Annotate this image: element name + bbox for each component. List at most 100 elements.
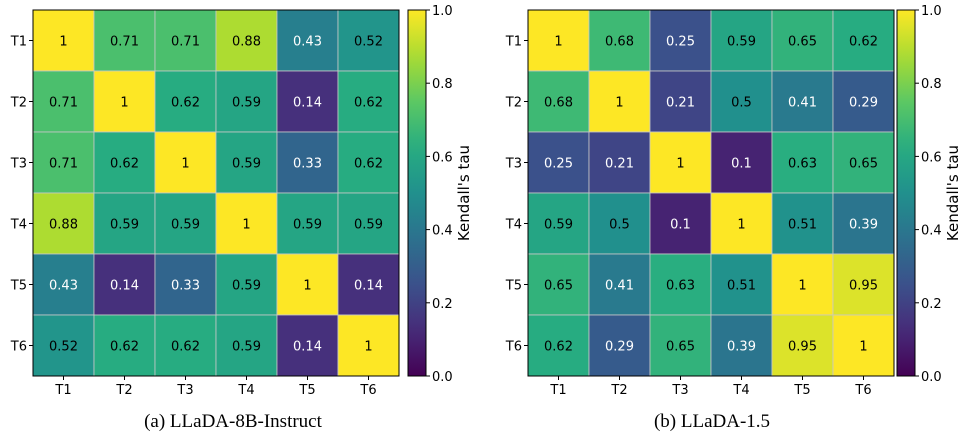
cell-value-label: 0.68 — [544, 96, 573, 111]
y-tick-label: T1 — [505, 35, 522, 50]
cell-value-label: 0.5 — [731, 96, 752, 111]
x-tick-label: T3 — [176, 383, 193, 398]
cell-value-label: 0.65 — [544, 279, 573, 294]
heatmap-cell-r1-c6 — [832, 9, 895, 72]
cell-value-label: 0.59 — [110, 218, 139, 233]
cell-value-label: 0.29 — [605, 340, 634, 355]
y-tick-label: T2 — [10, 96, 27, 111]
heatmap-cell-r6-c1 — [32, 314, 95, 377]
colorbar-tick-label: 0.0 — [432, 370, 453, 385]
cell-value-label: 1 — [181, 157, 189, 172]
cell-value-label: 1 — [554, 35, 562, 50]
cell-value-label: 0.39 — [727, 340, 756, 355]
heatmap-cell-r5-c5 — [276, 253, 339, 316]
y-tick-label: T2 — [505, 96, 522, 111]
cell-value-label: 0.59 — [544, 218, 573, 233]
cell-value-label: 0.59 — [232, 96, 261, 111]
cell-value-label: 1 — [59, 35, 67, 50]
heatmap-cell-r4-c5 — [276, 192, 339, 255]
heatmap-cell-r5-c4 — [710, 253, 773, 316]
cell-value-label: 0.33 — [171, 279, 200, 294]
cell-value-label: 0.59 — [171, 218, 200, 233]
heatmap-cell-r3-c5 — [771, 131, 834, 194]
heatmap-cell-r5-c4 — [215, 253, 278, 316]
heatmap-cell-r2-c4 — [215, 70, 278, 133]
heatmap-cell-r3-c2 — [588, 131, 651, 194]
heatmap-cell-r3-c1 — [32, 131, 95, 194]
cell-value-label: 0.59 — [232, 279, 261, 294]
cell-value-label: 1 — [242, 218, 250, 233]
cell-value-label: 1 — [798, 279, 806, 294]
cell-value-label: 0.62 — [849, 35, 878, 50]
x-tick-label: T5 — [793, 383, 810, 398]
heatmap-cell-r3-c1 — [527, 131, 590, 194]
cell-value-label: 1 — [737, 218, 745, 233]
x-tick-label: T3 — [671, 383, 688, 398]
heatmap-cell-r1-c1 — [32, 9, 95, 72]
cell-value-label: 0.62 — [354, 157, 383, 172]
cell-value-label: 1 — [364, 340, 372, 355]
colorbar-label: Kendall's tau — [455, 145, 473, 241]
heatmap-cell-r4-c1 — [32, 192, 95, 255]
heatmap-cell-r4-c2 — [93, 192, 156, 255]
cell-value-label: 0.62 — [171, 96, 200, 111]
cell-value-label: 0.29 — [849, 96, 878, 111]
heatmap-cell-r5-c1 — [527, 253, 590, 316]
x-tick-label: T2 — [115, 383, 132, 398]
cell-value-label: 0.59 — [232, 340, 261, 355]
cell-value-label: 0.62 — [171, 340, 200, 355]
cell-value-label: 0.62 — [354, 96, 383, 111]
cell-value-label: 0.95 — [788, 340, 817, 355]
heatmap-cell-r6-c5 — [771, 314, 834, 377]
colorbar-tick-label: 1.0 — [921, 4, 942, 19]
cell-value-label: 0.62 — [110, 340, 139, 355]
cell-value-label: 0.65 — [849, 157, 878, 172]
heatmap-cell-r4-c6 — [832, 192, 895, 255]
x-tick-label: T2 — [610, 383, 627, 398]
heatmap-cell-r4-c2 — [588, 192, 651, 255]
cell-value-label: 0.65 — [788, 35, 817, 50]
heatmap-cell-r3-c6 — [337, 131, 400, 194]
heatmap-cell-r6-c5 — [276, 314, 339, 377]
cell-value-label: 0.43 — [293, 35, 322, 50]
heatmap-cell-r1-c4 — [710, 9, 773, 72]
heatmap-cell-r4-c3 — [154, 192, 217, 255]
cell-value-label: 0.51 — [788, 218, 817, 233]
heatmap-cell-r4-c1 — [527, 192, 590, 255]
colorbar-tick-label: 0.4 — [921, 224, 942, 239]
cell-value-label: 0.88 — [49, 218, 78, 233]
x-tick-label: T6 — [359, 383, 376, 398]
x-tick-label: T1 — [54, 383, 71, 398]
heatmap-cell-r2-c2 — [588, 70, 651, 133]
cell-value-label: 0.51 — [727, 279, 756, 294]
cell-value-label: 0.33 — [293, 157, 322, 172]
cell-value-label: 0.41 — [788, 96, 817, 111]
cell-value-label: 0.62 — [110, 157, 139, 172]
y-tick-label: T4 — [10, 218, 27, 233]
heatmap-cell-r1-c2 — [93, 9, 156, 72]
cell-value-label: 0.39 — [849, 218, 878, 233]
colorbar-tick-label: 0.2 — [432, 297, 453, 312]
colorbar-tick-label: 0.4 — [432, 224, 453, 239]
heatmap-cell-r5-c2 — [588, 253, 651, 316]
heatmap-cell-r3-c2 — [93, 131, 156, 194]
heatmap-cell-r1-c6 — [337, 9, 400, 72]
y-tick-label: T3 — [10, 157, 27, 172]
heatmap-cell-r1-c5 — [276, 9, 339, 72]
cell-value-label: 0.59 — [354, 218, 383, 233]
y-tick-label: T3 — [505, 157, 522, 172]
x-tick-label: T4 — [237, 383, 254, 398]
cell-value-label: 0.71 — [49, 96, 78, 111]
cell-value-label: 0.43 — [49, 279, 78, 294]
y-tick-label: T6 — [10, 340, 27, 355]
figure-caption: (a) LLaDA-8B-Instruct — [144, 411, 323, 432]
colorbar-tick-label: 0.8 — [432, 77, 453, 92]
heatmap-cell-r6-c6 — [337, 314, 400, 377]
cell-value-label: 0.14 — [354, 279, 383, 294]
cell-value-label: 0.71 — [171, 35, 200, 50]
figure-caption: (b) LLaDA-1.5 — [654, 411, 770, 432]
cell-value-label: 0.14 — [110, 279, 139, 294]
colorbar-tick-label: 1.0 — [432, 4, 453, 19]
cell-value-label: 0.41 — [605, 279, 634, 294]
cell-value-label: 0.71 — [49, 157, 78, 172]
